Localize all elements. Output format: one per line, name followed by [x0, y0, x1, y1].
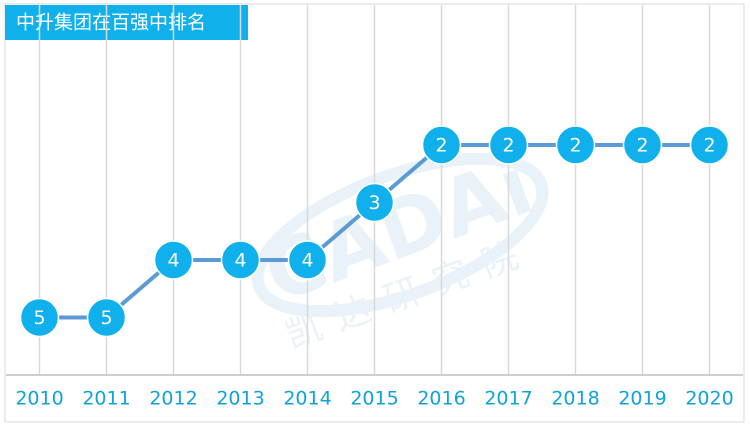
marker — [354, 182, 395, 223]
data-label: 5 — [100, 307, 112, 329]
x-tick-label: 2013 — [216, 388, 264, 410]
marker — [287, 240, 328, 280]
x-tick-label: 2020 — [685, 388, 733, 410]
data-label: 5 — [33, 307, 45, 329]
x-tick-label: 2012 — [149, 388, 197, 410]
data-label: 4 — [167, 250, 179, 272]
x-tick-label: 2010 — [15, 388, 63, 410]
marker — [555, 125, 596, 165]
x-tick-label: 2011 — [82, 388, 130, 410]
marker — [421, 125, 462, 165]
data-label: 2 — [636, 135, 648, 157]
x-tick-label: 2015 — [350, 388, 398, 410]
marker — [689, 125, 730, 165]
data-label: 4 — [234, 250, 246, 272]
marker — [86, 297, 127, 338]
x-tick-label: 2018 — [551, 388, 599, 410]
x-tick-label: 2014 — [283, 388, 331, 410]
data-label: 3 — [368, 192, 380, 214]
chart-title: 中升集团在百强中排名 — [16, 12, 206, 34]
data-label: 2 — [435, 135, 447, 157]
marker — [220, 240, 261, 280]
data-label: 4 — [301, 250, 313, 272]
data-label: 2 — [502, 135, 514, 157]
x-tick-label: 2016 — [417, 388, 465, 410]
marker — [153, 240, 194, 280]
title-box — [5, 5, 248, 40]
marker — [622, 125, 663, 165]
x-tick-label: 2019 — [618, 388, 666, 410]
marker — [19, 297, 60, 338]
x-tick-label: 2017 — [484, 388, 532, 410]
watermark-swoosh — [251, 152, 549, 318]
marker — [488, 125, 529, 165]
data-label: 2 — [569, 135, 581, 157]
data-label: 2 — [703, 135, 715, 157]
